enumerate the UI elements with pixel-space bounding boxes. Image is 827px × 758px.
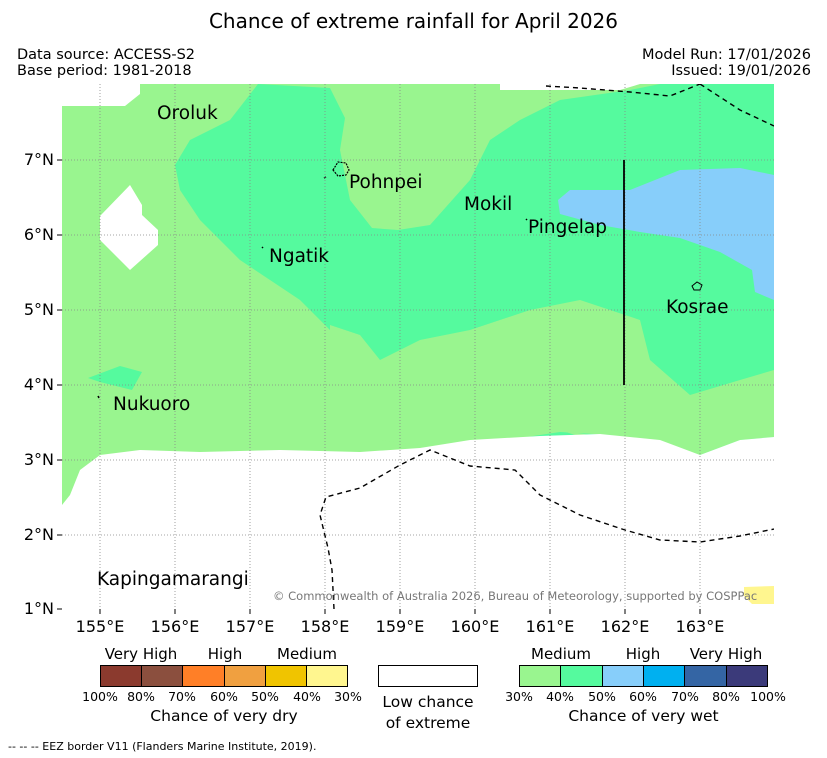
dry-swatch-3 — [183, 666, 225, 686]
dry-legend-title: Chance of very dry — [150, 707, 298, 725]
lon-label-160e: 160°E — [450, 617, 500, 636]
zone-dry-30 — [744, 586, 774, 604]
place-mokil: Mokil — [464, 194, 513, 215]
dry-tick-50: 50% — [251, 689, 279, 704]
lat-label-2n: 2°N — [23, 525, 54, 544]
wet-swatch-4 — [643, 666, 686, 686]
map-grid — [62, 84, 774, 609]
model-run: Model Run: 17/01/2026 — [641, 47, 811, 63]
dry-cat-high: High — [207, 645, 243, 663]
wet-tick-70: 70% — [671, 689, 699, 704]
zone-low-top-left — [62, 84, 140, 106]
low-chance-line2: of extreme — [385, 714, 471, 732]
eez-footnote: -- -- -- EEZ border V11 (Flanders Marine… — [8, 740, 317, 753]
dry-tick-40: 40% — [293, 689, 321, 704]
dry-swatch-4 — [224, 666, 266, 686]
island-ngatik — [261, 246, 264, 249]
lat-label-6n: 6°N — [23, 225, 54, 244]
wet-tick-80: 80% — [712, 689, 740, 704]
lat-label-1n: 1°N — [23, 599, 54, 618]
wet-cat-medium: Medium — [531, 645, 591, 663]
wet-swatch-6 — [726, 666, 767, 686]
zone-low-south — [62, 434, 774, 609]
wet-cat-very-high: Very High — [689, 645, 763, 663]
lon-label-159e: 159°E — [375, 617, 425, 636]
dry-cat-medium: Medium — [277, 645, 337, 663]
lat-label-5n: 5°N — [23, 300, 54, 319]
place-ngatik: Ngatik — [269, 246, 330, 267]
island-nukuoro — [97, 395, 100, 399]
lon-label-163e: 163°E — [675, 617, 725, 636]
dry-swatch-1 — [101, 666, 143, 686]
wet-tick-40: 40% — [546, 689, 574, 704]
lon-label-157e: 157°E — [225, 617, 275, 636]
place-kapingamarangi: Kapingamarangi — [97, 569, 249, 590]
place-kosrae: Kosrae — [666, 297, 729, 318]
wet-swatch-2 — [561, 666, 603, 686]
zone-medium-40-west — [88, 366, 142, 390]
wet-cat-high: High — [625, 645, 661, 663]
lon-label-162e: 162°E — [600, 617, 650, 636]
dry-swatch-2 — [142, 666, 184, 686]
place-oroluk: Oroluk — [157, 103, 218, 124]
dry-cat-very-high: Very High — [104, 645, 178, 663]
dry-tick-60: 60% — [210, 689, 238, 704]
dry-tick-30: 30% — [334, 689, 362, 704]
island-pohnpei — [332, 161, 350, 177]
dry-tick-80: 80% — [127, 689, 155, 704]
lon-label-155e: 155°E — [75, 617, 125, 636]
place-nukuoro: Nukuoro — [113, 394, 191, 415]
chart-title: Chance of extreme rainfall for April 202… — [208, 9, 619, 33]
lon-label-161e: 161°E — [525, 617, 575, 636]
copyright-notice: © Commonwealth of Australia 2026, Bureau… — [273, 589, 758, 603]
map-layers — [62, 84, 774, 609]
low-chance-swatch — [378, 665, 478, 687]
lat-label-7n: 7°N — [23, 150, 54, 169]
wet-color-bar — [519, 665, 768, 687]
dry-color-bar — [100, 665, 348, 687]
wet-tick-30: 30% — [505, 689, 533, 704]
issued-date: Issued: 19/01/2026 — [671, 63, 811, 79]
wet-tick-50: 50% — [588, 689, 616, 704]
lon-label-158e: 158°E — [300, 617, 350, 636]
island-mokil — [525, 218, 528, 221]
wet-tick-60: 60% — [629, 689, 657, 704]
zone-medium-30-south — [330, 300, 774, 455]
wet-swatch-1 — [520, 666, 562, 686]
dry-swatch-6 — [306, 666, 348, 686]
zone-low-top-right — [500, 84, 640, 90]
low-chance-line1: Low chance — [382, 693, 474, 711]
dry-tick-70: 70% — [168, 689, 196, 704]
wet-swatch-3 — [602, 666, 644, 686]
axis-ticks — [57, 159, 701, 614]
zone-high-50 — [558, 168, 774, 300]
lat-label-3n: 3°N — [23, 450, 54, 469]
eez-borders — [319, 84, 774, 609]
dry-swatch-5 — [265, 666, 307, 686]
lon-label-156e: 156°E — [150, 617, 200, 636]
wet-legend-title: Chance of very wet — [568, 707, 719, 725]
place-pohnpei: Pohnpei — [349, 172, 423, 193]
base-period: Base period: 1981-2018 — [17, 63, 192, 79]
island-kosrae — [691, 281, 703, 291]
lat-label-4n: 4°N — [23, 375, 54, 394]
place-pingelap: Pingelap — [528, 217, 607, 238]
meta-right: Model Run: 17/01/2026 Issued: 19/01/2026 — [642, 47, 811, 79]
data-source: Data source: ACCESS-S2 — [17, 47, 196, 63]
meta-left: Data source: ACCESS-S2 Base period: 1981… — [17, 47, 195, 79]
dry-tick-100: 100% — [82, 689, 118, 704]
wet-swatch-5 — [685, 666, 727, 686]
zone-low-west — [100, 185, 158, 270]
wet-tick-100: 100% — [750, 689, 786, 704]
